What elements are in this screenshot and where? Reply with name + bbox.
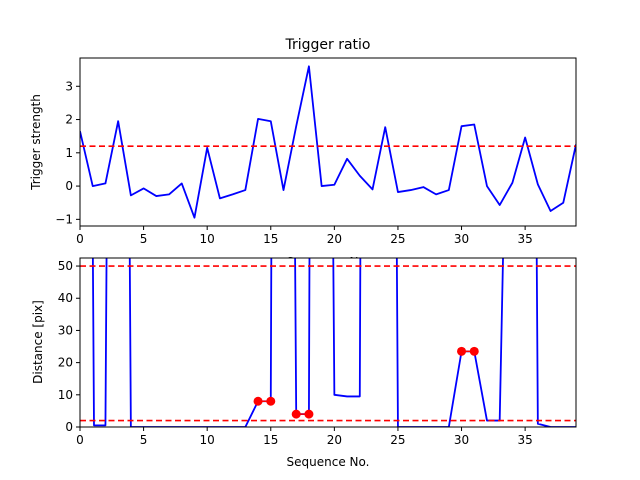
top-plot-area: [80, 58, 576, 226]
bottom-x-tick-label: 15: [263, 433, 278, 447]
top-x-tick-label: 35: [517, 232, 532, 246]
bottom-x-tick-label: 5: [140, 433, 148, 447]
top-x-tick-label: 15: [263, 232, 278, 246]
bottom-x-tick-label: 35: [517, 433, 532, 447]
bottom-y-tick-label: 20: [58, 356, 73, 370]
bottom-data-point: [457, 346, 467, 356]
top-x-tick-label: 5: [140, 232, 148, 246]
bottom-data-point: [266, 396, 276, 406]
bottom-y-tick-label: 30: [58, 323, 73, 337]
bottom-x-tick-label: 30: [454, 433, 469, 447]
bottom-data-point: [291, 409, 301, 419]
bottom-data-layer: [80, 258, 576, 427]
top-y-ticks: −1 0 1 2 3: [55, 79, 80, 226]
top-x-tick-label: 30: [454, 232, 469, 246]
top-x-tick-label: 10: [200, 232, 215, 246]
top-x-ticks: 0 5 10 15 20 25 30 35: [76, 226, 533, 246]
bottom-x-tick-label: 10: [200, 433, 215, 447]
top-y-axis-label: Trigger strength: [29, 94, 43, 191]
bottom-x-tick-label: 20: [327, 433, 342, 447]
bottom-plot-frame: [79, 257, 577, 428]
bottom-plot-area: [80, 258, 576, 427]
top-series-line-0: [80, 65, 576, 219]
top-y-tick-label: 3: [65, 79, 73, 93]
bottom-data-point: [469, 346, 479, 356]
bottom-x-axis-label: Sequence No.: [287, 455, 370, 469]
bottom-y-ticks: 0 10 20 30 40 50: [58, 259, 80, 434]
bottom-y-tick-label: 50: [58, 259, 73, 273]
bottom-y-tick-label: 40: [58, 291, 73, 305]
top-y-tick-label: 0: [65, 179, 73, 193]
bottom-data-point: [304, 409, 314, 419]
bottom-y-tick-label: 0: [65, 420, 73, 434]
top-y-tick-label: 2: [65, 113, 73, 127]
bottom-x-ticks: 0 5 10 15 20 25 30 35: [76, 427, 533, 447]
top-x-tick-label: 0: [76, 232, 84, 246]
top-x-tick-label: 25: [390, 232, 405, 246]
bottom-y-tick-label: 10: [58, 388, 73, 402]
top-y-tick-label: 1: [65, 146, 73, 160]
bottom-y-axis-label: Distance [pix]: [31, 300, 45, 384]
bottom-x-tick-label: 0: [76, 433, 84, 447]
bottom-x-tick-label: 25: [390, 433, 405, 447]
top-plot-frame: [79, 57, 577, 227]
bottom-series-line-0: [91, 258, 576, 427]
bottom-data-point: [253, 396, 263, 406]
top-chart-title: Trigger ratio: [284, 37, 370, 53]
top-data-layer: [80, 65, 576, 219]
top-y-tick-label: −1: [55, 212, 73, 226]
top-x-tick-label: 20: [327, 232, 342, 246]
